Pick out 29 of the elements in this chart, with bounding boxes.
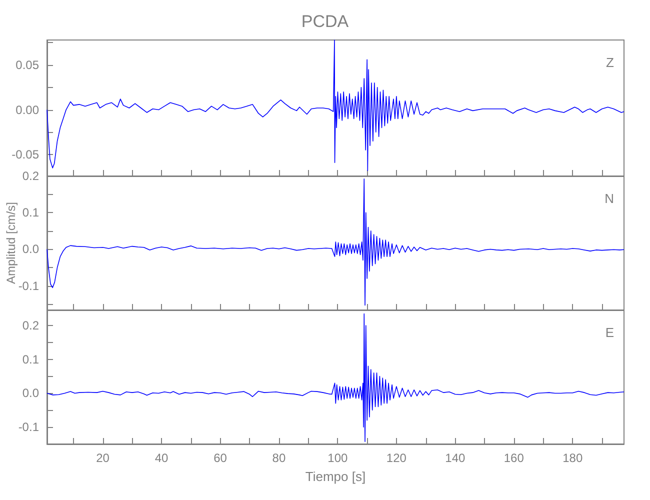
text: E [605, 325, 614, 340]
x-tick-label: 20 [96, 451, 110, 465]
x-tick-label: 100 [328, 451, 348, 465]
y-tick-label: 0.2 [22, 169, 40, 183]
y-tick-label: 0.0 [22, 386, 40, 400]
y-tick-label: 0.1 [22, 206, 40, 220]
y-tick-label: 0.05 [16, 58, 40, 72]
x-tick-label: 160 [504, 451, 524, 465]
x-tick-label: 120 [386, 451, 407, 465]
chart-title: PCDA [301, 12, 350, 31]
y-axis-title: Amplitud [cm/s] [4, 202, 18, 284]
y-tick-label: -0.1 [18, 420, 40, 434]
text: Z [606, 55, 614, 70]
text: N [604, 191, 614, 206]
x-tick-label: 60 [214, 451, 228, 465]
y-tick-label: 0.2 [22, 318, 40, 333]
x-tick-label: 80 [272, 451, 286, 465]
line-series [46, 40, 624, 172]
x-axis-title: Tiempo [s] [305, 469, 366, 484]
y-tick-label: 0.0 [22, 242, 40, 256]
y-tick-label: 0.00 [16, 102, 40, 117]
y-tick-label: -0.05 [12, 148, 40, 162]
line-series [46, 313, 624, 442]
x-tick-label: 40 [154, 451, 169, 465]
y-tick-label: -0.1 [18, 278, 40, 293]
y-tick-label: 0.1 [22, 352, 40, 366]
x-tick-label: 140 [445, 451, 466, 465]
x-tick-label: 180 [562, 451, 583, 465]
line-series [46, 178, 624, 306]
